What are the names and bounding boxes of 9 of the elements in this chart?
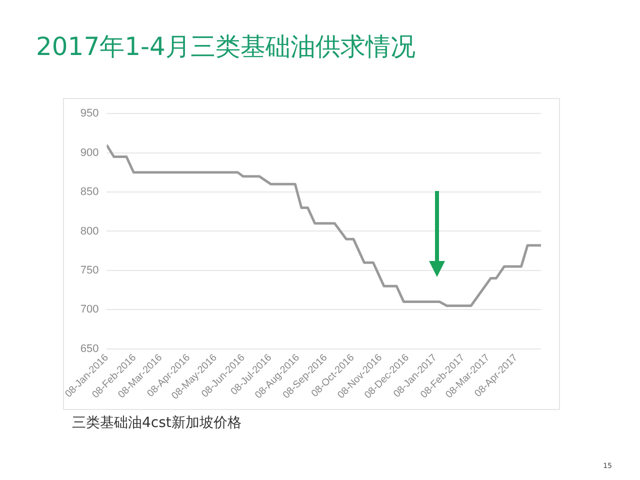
y-tick-label: 800	[80, 225, 99, 238]
text: 三类基础油4cst新加坡价格	[72, 414, 242, 432]
y-tick-label: 700	[80, 304, 99, 316]
y-tick-label: 750	[80, 264, 99, 276]
y-tick-label: 850	[80, 186, 99, 198]
y-tick-label: 650	[80, 342, 99, 355]
chart-title: 2017年1-4月三类基础油供求情况	[36, 31, 416, 63]
y-tick-label: 900	[80, 146, 99, 159]
y-tick-label: 950	[80, 108, 99, 120]
